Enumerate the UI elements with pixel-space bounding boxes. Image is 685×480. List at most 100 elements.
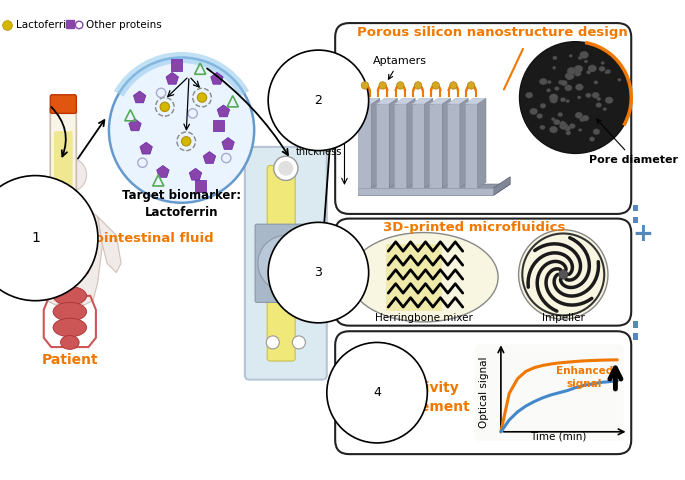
Circle shape [558, 270, 568, 279]
FancyBboxPatch shape [335, 23, 632, 214]
Ellipse shape [605, 97, 613, 104]
Polygon shape [157, 166, 169, 177]
Ellipse shape [575, 112, 582, 119]
Circle shape [160, 102, 169, 111]
Polygon shape [140, 142, 152, 154]
FancyBboxPatch shape [50, 107, 76, 196]
Circle shape [278, 161, 293, 176]
Ellipse shape [536, 114, 543, 119]
FancyBboxPatch shape [255, 224, 316, 302]
Ellipse shape [560, 80, 567, 86]
Ellipse shape [567, 68, 575, 75]
Ellipse shape [574, 65, 583, 72]
Ellipse shape [588, 65, 597, 72]
Text: Time (min): Time (min) [530, 432, 587, 442]
Text: 3D-printed microfluidics: 3D-printed microfluidics [383, 221, 565, 234]
Ellipse shape [569, 54, 573, 57]
Ellipse shape [580, 51, 588, 59]
Ellipse shape [578, 56, 582, 60]
Polygon shape [389, 98, 397, 188]
Ellipse shape [549, 94, 558, 101]
Ellipse shape [577, 96, 581, 99]
FancyBboxPatch shape [50, 95, 76, 113]
Circle shape [414, 82, 422, 89]
Ellipse shape [349, 232, 498, 322]
Polygon shape [217, 105, 229, 117]
Ellipse shape [547, 81, 551, 84]
Polygon shape [371, 98, 380, 188]
FancyBboxPatch shape [633, 321, 651, 327]
Ellipse shape [560, 121, 566, 126]
Ellipse shape [53, 302, 86, 321]
Polygon shape [447, 104, 460, 188]
Polygon shape [358, 184, 510, 195]
Circle shape [182, 137, 191, 146]
Polygon shape [429, 98, 451, 104]
Circle shape [519, 230, 608, 319]
Text: Enhanced
signal: Enhanced signal [556, 366, 613, 388]
Ellipse shape [566, 87, 570, 90]
Ellipse shape [560, 122, 568, 130]
Ellipse shape [552, 66, 556, 69]
Polygon shape [407, 98, 415, 188]
Polygon shape [18, 217, 42, 273]
Polygon shape [211, 72, 223, 84]
Polygon shape [62, 193, 77, 245]
Circle shape [266, 336, 279, 349]
Polygon shape [171, 60, 182, 71]
Ellipse shape [578, 129, 582, 132]
Text: 3: 3 [314, 266, 323, 279]
Polygon shape [394, 104, 407, 188]
Ellipse shape [53, 287, 86, 305]
Polygon shape [37, 192, 103, 314]
Ellipse shape [549, 95, 556, 100]
Ellipse shape [601, 61, 604, 64]
Circle shape [519, 42, 632, 154]
Ellipse shape [606, 70, 610, 73]
Ellipse shape [593, 129, 600, 135]
Polygon shape [394, 98, 415, 104]
Text: Optical signal: Optical signal [479, 357, 489, 429]
Polygon shape [443, 98, 451, 188]
Polygon shape [447, 98, 469, 104]
Polygon shape [358, 98, 380, 104]
Ellipse shape [618, 78, 621, 82]
Polygon shape [195, 180, 206, 192]
Polygon shape [59, 245, 90, 284]
Ellipse shape [564, 126, 571, 131]
Ellipse shape [596, 103, 601, 108]
Circle shape [109, 58, 254, 203]
Ellipse shape [550, 96, 558, 103]
Circle shape [432, 82, 440, 89]
Text: Impeller: Impeller [542, 313, 585, 323]
Polygon shape [203, 152, 216, 163]
Text: +: + [632, 222, 653, 246]
FancyBboxPatch shape [335, 331, 632, 454]
Ellipse shape [566, 99, 569, 103]
Text: 4: 4 [373, 386, 381, 399]
Text: 1: 1 [31, 231, 40, 245]
Ellipse shape [540, 125, 545, 130]
Text: Aptamers: Aptamers [373, 56, 426, 79]
Polygon shape [129, 119, 141, 131]
Polygon shape [376, 104, 389, 188]
Polygon shape [376, 98, 397, 104]
Circle shape [467, 82, 475, 89]
Polygon shape [166, 72, 178, 84]
Ellipse shape [549, 126, 558, 133]
Polygon shape [464, 98, 486, 104]
Ellipse shape [540, 103, 546, 108]
Polygon shape [134, 91, 146, 103]
Text: Layer
thickness: Layer thickness [296, 135, 342, 157]
Polygon shape [429, 104, 443, 188]
Polygon shape [460, 98, 469, 188]
Ellipse shape [555, 87, 559, 91]
Ellipse shape [586, 93, 591, 98]
Ellipse shape [558, 80, 564, 84]
Ellipse shape [584, 60, 588, 63]
Polygon shape [412, 104, 425, 188]
FancyBboxPatch shape [633, 204, 651, 211]
Ellipse shape [530, 108, 538, 115]
Polygon shape [358, 188, 493, 195]
FancyBboxPatch shape [633, 333, 651, 340]
